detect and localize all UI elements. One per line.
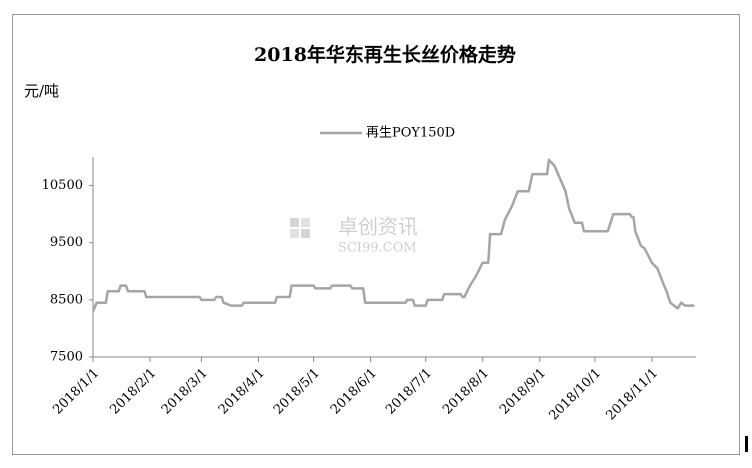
y-tick-label: 10500: [42, 178, 83, 193]
corner-mark: [745, 436, 748, 452]
chart-border: [12, 14, 740, 455]
watermark-site: SCI99.COM: [338, 241, 417, 256]
watermark-name: 卓创资讯: [338, 215, 418, 239]
watermark-icon: [301, 229, 310, 238]
y-tick-label: 8500: [50, 292, 83, 307]
watermark-icon: [290, 218, 299, 227]
legend-label: 再生POY150D: [366, 126, 455, 141]
watermark-icon: [290, 229, 299, 238]
y-tick-label: 7500: [50, 350, 83, 365]
watermark: 卓创资讯 SCI99.COM: [290, 215, 418, 256]
series-line: [91, 158, 695, 312]
y-axis-label: 元/吨: [24, 82, 59, 100]
watermark-icon: [301, 218, 310, 227]
chart-title: 2018年华东再生长丝价格走势: [254, 43, 516, 66]
y-tick-label: 9500: [50, 235, 83, 250]
